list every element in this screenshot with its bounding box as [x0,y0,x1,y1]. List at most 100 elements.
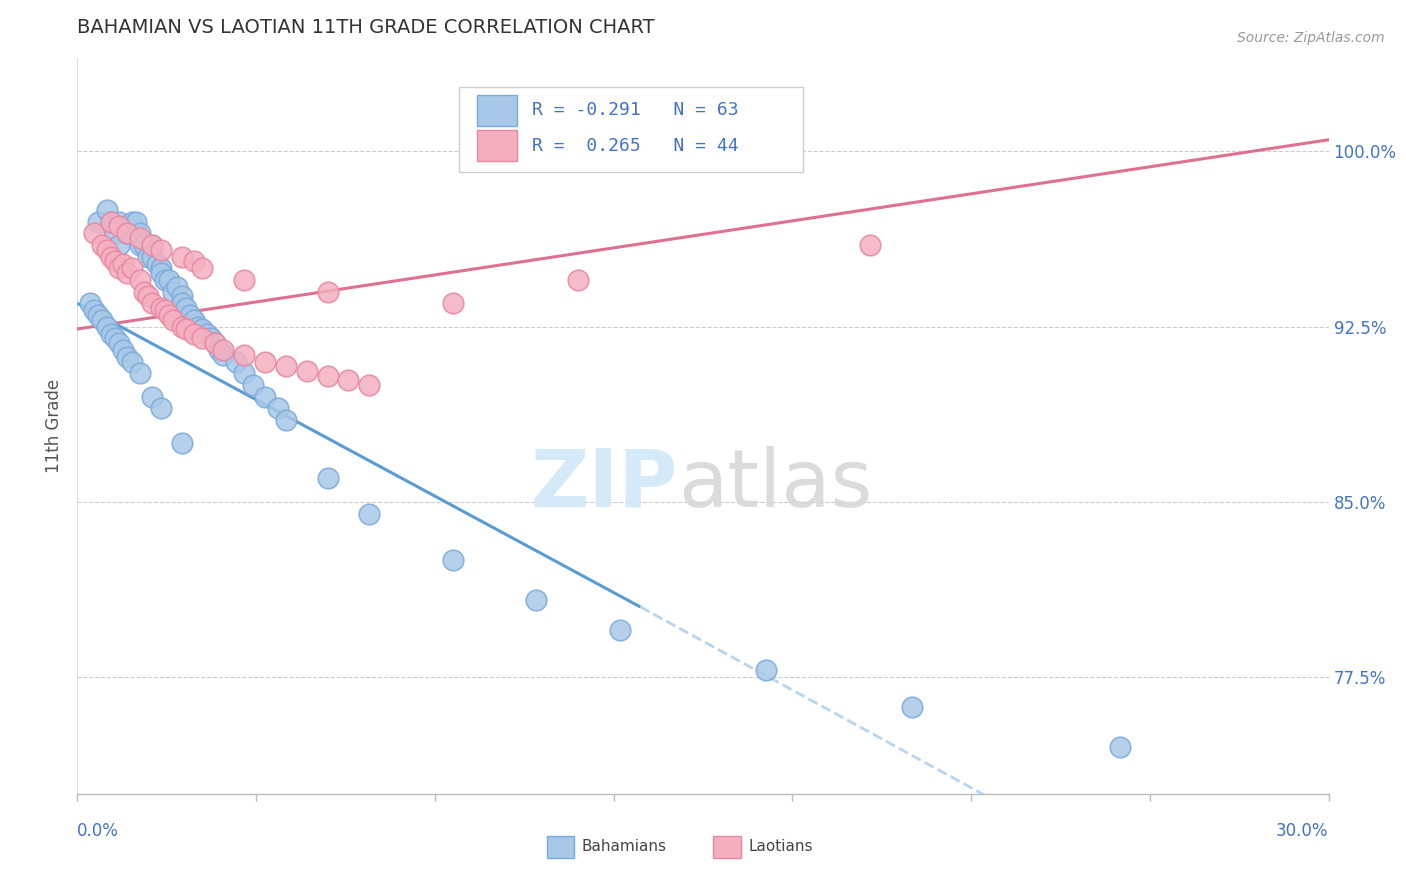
Point [96,319,118,334]
Point [117,226,139,240]
Point [233,348,256,362]
Point [187,319,209,334]
Point [117,226,139,240]
Point [157,308,180,322]
Point [253,354,276,368]
Point [200,331,222,345]
Point [136,250,159,264]
Point [253,390,276,404]
Point [100,326,122,341]
Point [567,273,589,287]
Point [162,312,184,326]
Point [242,378,264,392]
Point [337,373,360,387]
Text: Source: ZipAtlas.com: Source: ZipAtlas.com [1237,31,1385,45]
Point [170,319,193,334]
Point [96,202,118,217]
Point [316,471,339,485]
Point [524,593,547,607]
Point [274,359,297,374]
Point [129,238,152,252]
Point [295,364,318,378]
Point [441,553,464,567]
FancyBboxPatch shape [477,95,516,126]
Point [266,401,288,416]
Point [112,256,135,270]
Point [141,390,163,404]
Point [83,226,105,240]
Point [125,214,148,228]
Point [145,256,167,270]
Point [149,266,172,280]
Point [359,507,381,521]
Point [233,367,256,381]
Point [1109,740,1132,755]
Point [117,266,139,280]
Point [141,296,163,310]
Point [170,436,193,450]
Text: R =  0.265   N = 44: R = 0.265 N = 44 [531,136,738,154]
FancyBboxPatch shape [547,836,574,858]
Point [121,214,143,228]
Point [274,413,297,427]
Point [141,238,163,252]
Point [108,238,131,252]
Point [179,308,201,322]
Point [195,326,218,341]
Point [104,226,127,240]
Point [166,280,188,294]
Point [136,289,159,303]
Point [121,354,143,368]
Text: atlas: atlas [678,446,872,524]
Point [121,261,143,276]
Point [174,322,197,336]
Point [129,367,152,381]
Point [316,285,339,299]
Point [212,343,235,357]
Point [174,301,197,315]
Point [112,343,135,357]
Point [191,331,214,345]
Point [129,273,152,287]
Point [191,261,214,276]
Point [100,214,122,228]
Point [141,250,163,264]
Point [108,336,131,351]
Point [91,238,114,252]
Point [204,336,226,351]
Point [225,354,247,368]
Point [132,285,155,299]
Point [204,336,226,351]
Point [233,273,256,287]
Point [183,254,205,268]
FancyBboxPatch shape [713,836,741,858]
Point [157,273,180,287]
Point [108,214,131,228]
Point [212,348,235,362]
Point [149,243,172,257]
Text: ZIP: ZIP [530,446,678,524]
Point [208,343,231,357]
Point [149,301,172,315]
Point [170,289,193,303]
Point [79,296,101,310]
Point [191,322,214,336]
Point [129,231,152,245]
Point [108,219,131,234]
Point [900,700,922,714]
Point [141,238,163,252]
Point [170,250,193,264]
Point [96,243,118,257]
Point [183,326,205,341]
Point [153,273,176,287]
Point [91,312,114,326]
Point [104,331,127,345]
Point [132,238,155,252]
Y-axis label: 11th Grade: 11th Grade [45,379,63,473]
FancyBboxPatch shape [477,130,516,161]
Point [149,401,172,416]
Text: Laotians: Laotians [748,839,813,855]
Point [153,303,176,318]
FancyBboxPatch shape [458,87,803,172]
Point [441,296,464,310]
